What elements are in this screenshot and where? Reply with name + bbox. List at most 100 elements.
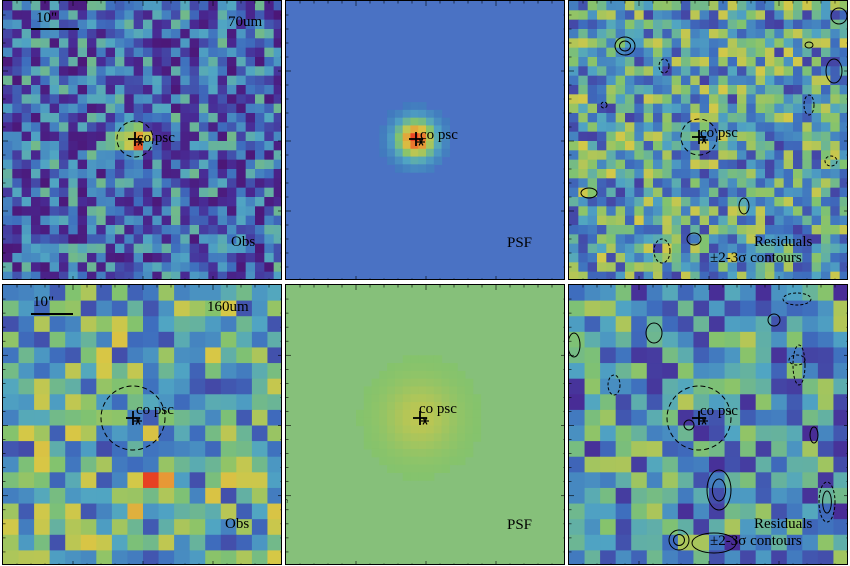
map-pixel (267, 550, 281, 564)
map-pixel (569, 215, 579, 226)
map-pixel (746, 29, 757, 39)
map-pixel (124, 262, 135, 273)
map-pixel (793, 225, 803, 235)
map-pixel (40, 75, 51, 86)
psf-pixel (410, 141, 419, 150)
map-pixel (569, 519, 586, 536)
psf-pixel (457, 417, 466, 427)
map-pixel (96, 66, 107, 77)
map-pixel (578, 131, 589, 142)
map-pixel (625, 215, 635, 226)
map-pixel (133, 85, 144, 95)
psf-pixel (441, 425, 450, 434)
map-pixel (59, 38, 69, 49)
map-pixel (80, 347, 97, 364)
map-pixel (251, 503, 269, 520)
psf-pixel (410, 109, 419, 119)
psf-pixel (418, 456, 427, 466)
map-pixel (569, 225, 579, 235)
psf-pixel (402, 409, 412, 419)
map-pixel (208, 262, 219, 273)
map-pixel (681, 253, 691, 263)
map-pixel (646, 363, 663, 380)
map-pixel (783, 271, 794, 279)
map-pixel (189, 85, 200, 95)
map-pixel (3, 262, 13, 273)
map-pixel (171, 178, 181, 189)
map-pixel (662, 441, 679, 458)
residual-contour (767, 313, 781, 327)
map-pixel (681, 131, 691, 142)
map-pixel (133, 19, 144, 30)
map-pixel (171, 187, 181, 198)
map-pixel (802, 131, 813, 142)
map-pixel (115, 19, 125, 30)
map-pixel (21, 113, 32, 123)
map-pixel (606, 38, 617, 49)
map-pixel (802, 57, 813, 67)
map-pixel (615, 285, 632, 302)
map-pixel (12, 187, 23, 198)
psf-pixel (402, 363, 412, 372)
map-pixel (161, 29, 172, 39)
map-pixel (662, 94, 673, 105)
map-pixel (12, 75, 23, 86)
map-pixel (96, 316, 113, 333)
psf-pixel (394, 156, 404, 165)
residual-contour (580, 187, 598, 199)
psf-pixel (457, 409, 466, 419)
map-pixel (587, 47, 598, 58)
map-pixel (143, 38, 153, 49)
map-pixel (724, 519, 741, 536)
map-pixel (96, 75, 107, 86)
psf-pixel (426, 378, 435, 388)
map-pixel (709, 150, 719, 161)
map-pixel (833, 363, 847, 380)
map-pixel (21, 234, 32, 245)
map-pixel (755, 85, 766, 95)
map-pixel (189, 94, 200, 105)
map-pixel (643, 75, 654, 86)
psf-pixel (387, 148, 396, 158)
map-pixel (771, 285, 788, 302)
map-pixel (727, 262, 738, 273)
psf-pixel (449, 370, 458, 380)
map-pixel (634, 38, 645, 49)
map-pixel (625, 169, 635, 179)
map-pixel (40, 131, 51, 142)
map-pixel (189, 262, 200, 273)
map-pixel (77, 94, 88, 105)
map-pixel (646, 519, 663, 536)
map-pixel (180, 57, 191, 67)
map-pixel (31, 85, 41, 95)
map-pixel (161, 243, 172, 254)
map-pixel (199, 66, 209, 77)
map-pixel (189, 178, 200, 189)
map-pixel (208, 47, 219, 58)
map-pixel (152, 206, 163, 217)
map-pixel (171, 271, 181, 279)
map-pixel (199, 57, 209, 67)
map-pixel (821, 169, 831, 179)
map-pixel (34, 300, 51, 317)
map-pixel (189, 131, 200, 142)
map-pixel (839, 159, 847, 170)
map-pixel (59, 271, 69, 279)
map-pixel (80, 316, 97, 333)
map-pixel (821, 29, 831, 39)
map-pixel (199, 271, 209, 279)
map-pixel (180, 10, 191, 21)
psf-pixel (387, 456, 396, 466)
map-pixel (783, 47, 794, 58)
map-pixel (236, 103, 247, 114)
map-pixel (245, 197, 256, 207)
map-pixel (693, 285, 710, 302)
map-pixel (578, 197, 589, 207)
map-pixel (251, 378, 269, 395)
map-pixel (587, 197, 598, 207)
map-pixel (811, 271, 822, 279)
map-pixel (220, 409, 237, 427)
map-pixel (746, 225, 757, 235)
map-pixel (264, 57, 275, 67)
map-pixel (31, 262, 41, 273)
